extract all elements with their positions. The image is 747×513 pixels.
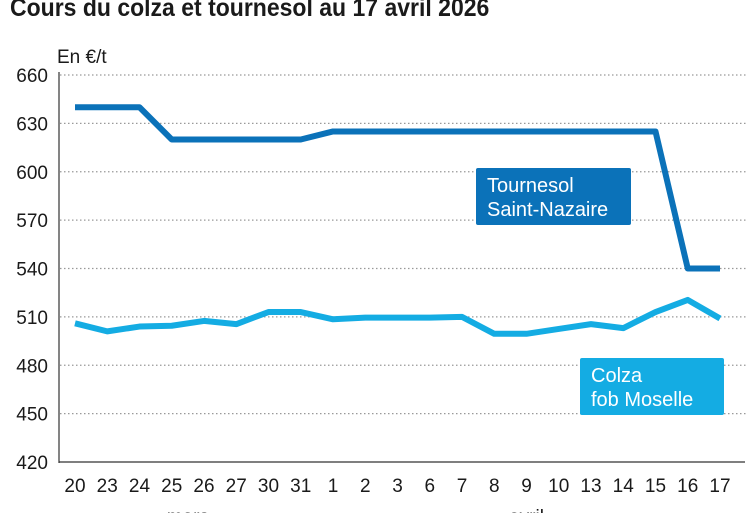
- x-tick-label: 3: [392, 476, 403, 497]
- y-tick-label: 660: [16, 66, 48, 87]
- x-tick-label: 6: [424, 476, 435, 497]
- x-tick-label: 31: [290, 476, 311, 497]
- x-tick-label: 1: [328, 476, 339, 497]
- x-tick-label: 14: [613, 476, 635, 497]
- x-tick-label: 17: [709, 476, 730, 497]
- y-tick-label: 540: [16, 260, 48, 281]
- y-tick-label: 570: [16, 211, 48, 232]
- x-tick-label: 25: [161, 476, 182, 497]
- legend-label-box: [580, 358, 724, 415]
- legend-label: Saint-Nazaire: [487, 199, 608, 221]
- x-tick-label: 16: [677, 476, 698, 497]
- x-tick-label: 26: [193, 476, 214, 497]
- x-tick-label: 30: [258, 476, 279, 497]
- x-tick-label: 20: [64, 476, 85, 497]
- x-tick-label: 15: [645, 476, 666, 497]
- y-tick-label: 510: [16, 308, 48, 329]
- x-tick-label: 10: [548, 476, 569, 497]
- x-tick-label: 13: [580, 476, 601, 497]
- y-tick-label: 600: [16, 163, 48, 184]
- month-label: avril: [509, 507, 544, 513]
- chart-title: Cours du colza et tournesol au 17 avril …: [10, 0, 490, 22]
- series-line: [74, 296, 722, 337]
- y-tick-label: 420: [16, 453, 48, 474]
- series-line: [75, 104, 720, 272]
- x-tick-label: 27: [226, 476, 247, 497]
- month-label: mars: [167, 507, 209, 513]
- y-tick-label: 450: [16, 405, 48, 426]
- x-tick-label: 7: [457, 476, 468, 497]
- y-tick-label: 480: [16, 356, 48, 377]
- legend-label: fob Moselle: [591, 389, 693, 411]
- x-tick-label: 9: [521, 476, 532, 497]
- legend-label: Colza: [591, 365, 643, 387]
- x-tick-label: 2: [360, 476, 371, 497]
- y-axis-label: En €/t: [57, 47, 107, 68]
- x-tick-label: 23: [97, 476, 118, 497]
- x-tick-label: 24: [129, 476, 151, 497]
- y-tick-label: 630: [16, 114, 48, 135]
- legend-label-box: [476, 168, 631, 225]
- legend-label: Tournesol: [487, 175, 574, 197]
- x-tick-label: 8: [489, 476, 500, 497]
